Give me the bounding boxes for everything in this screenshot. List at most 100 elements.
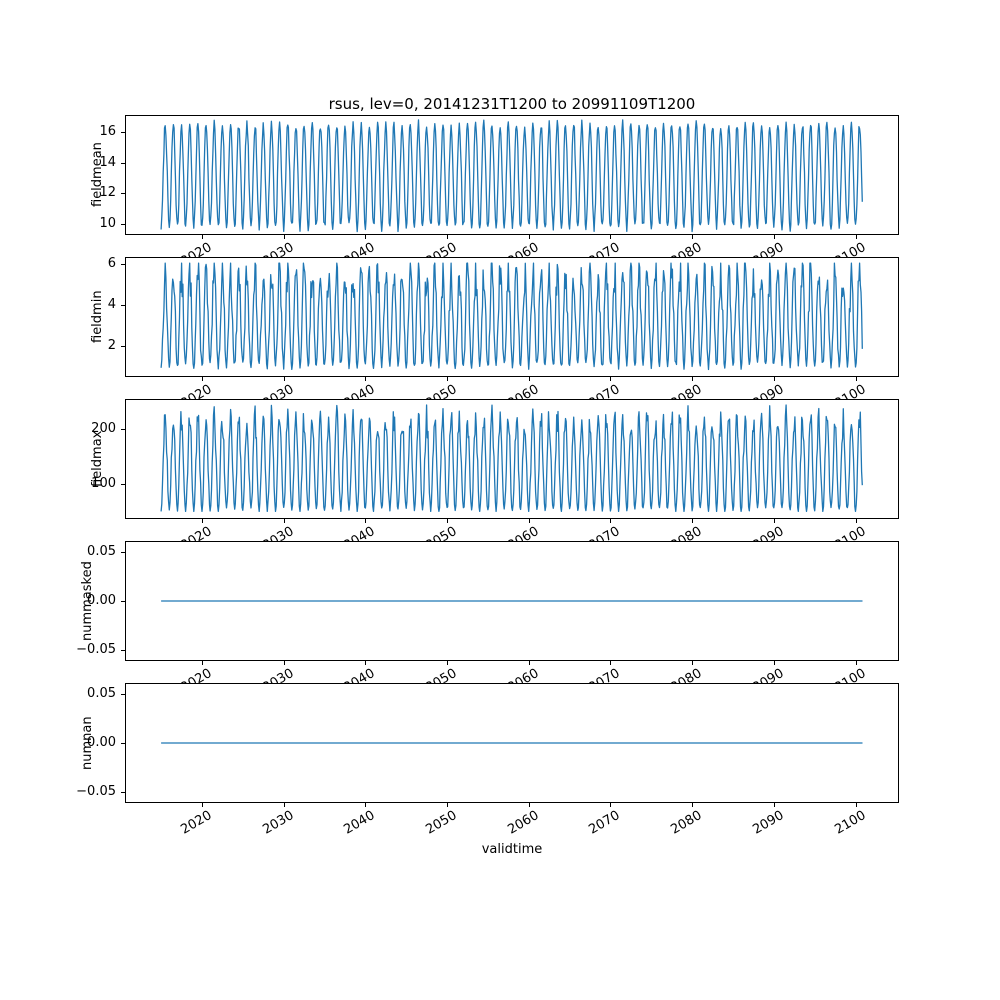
x-tick-mark <box>855 519 857 523</box>
y-tick-mark <box>121 193 125 195</box>
x-tick-mark <box>365 519 367 523</box>
axis-ticks: 0.05 0.00 −0.05 2020 2030 2040 2050 2060 2070 208… <box>0 683 1000 853</box>
y-tick-mark <box>121 483 125 485</box>
x-tick-mark <box>201 803 203 807</box>
y-tick-mark <box>121 792 125 794</box>
y-tick-label: 16 <box>99 124 116 140</box>
x-tick-mark <box>692 519 694 523</box>
x-tick-label: 2100 <box>831 808 869 838</box>
x-tick-mark <box>201 377 203 381</box>
x-tick-mark <box>528 235 530 239</box>
x-tick-mark <box>447 235 449 239</box>
subplot-fieldmax: fieldmax 100 200 2020 2030 2040 2050 2060 2070 2… <box>0 399 1000 554</box>
x-tick-mark <box>365 803 367 807</box>
x-tick-mark <box>773 377 775 381</box>
series-line <box>160 262 863 371</box>
y-tick-mark <box>121 428 125 430</box>
x-tick-mark <box>201 661 203 665</box>
x-tick-mark <box>773 803 775 807</box>
x-tick-mark <box>610 235 612 239</box>
x-tick-mark <box>447 803 449 807</box>
x-tick-mark <box>283 519 285 523</box>
x-tick-mark <box>610 377 612 381</box>
plot-area <box>125 257 899 377</box>
x-tick-mark <box>610 803 612 807</box>
x-tick-mark <box>692 377 694 381</box>
x-tick-mark <box>528 377 530 381</box>
y-tick-mark <box>121 162 125 164</box>
plot-area <box>125 541 899 661</box>
subplot-numnan: numnan 0.05 0.00 −0.05 2020 2030 2040 2050 2060… <box>0 683 1000 838</box>
plot-area <box>125 399 899 519</box>
y-tick-label: 14 <box>99 154 116 170</box>
y-tick-label: 100 <box>91 475 116 491</box>
y-tick-mark <box>121 551 125 553</box>
y-tick-mark <box>121 743 125 744</box>
x-tick-label: 2090 <box>750 808 787 838</box>
y-tick-mark <box>121 305 125 307</box>
y-tick-label: 6 <box>107 256 116 272</box>
x-tick-mark <box>365 235 367 239</box>
y-tick-label: 0.05 <box>87 685 116 701</box>
series-line <box>161 600 863 602</box>
x-tick-label: 2070 <box>586 808 623 838</box>
axis-ticks: 10 12 14 16 2020 2030 2040 2050 2060 2070 2080 2090… <box>0 115 1000 285</box>
x-tick-mark <box>365 661 367 665</box>
y-tick-mark <box>121 132 125 134</box>
y-tick-label: 10 <box>99 216 116 232</box>
x-tick-mark <box>528 803 530 807</box>
y-tick-label: 0.00 <box>87 735 116 750</box>
x-tick-mark <box>773 661 775 665</box>
x-tick-label: 2060 <box>505 808 542 838</box>
x-tick-label: 2030 <box>259 808 297 838</box>
figure-title: rsus, lev=0, 20141231T1200 to 20991109T1… <box>328 95 696 113</box>
x-tick-mark <box>855 803 857 807</box>
x-tick-mark <box>283 661 285 665</box>
y-tick-mark <box>121 693 125 695</box>
subplot-fieldmin: fieldmin 2 4 6 2020 2030 2040 2050 2060 2070 2080… <box>0 256 1000 412</box>
axis-ticks: 0.05 0.00 −0.05 2020 2030 2040 2050 2060 2070 208… <box>0 541 1000 711</box>
subplot-fieldmean: fieldmean 10 12 14 16 2020 2030 2040 2050 2060 20… <box>0 115 1000 270</box>
x-tick-mark <box>610 661 612 665</box>
x-tick-mark <box>447 519 449 523</box>
series-line <box>161 742 863 744</box>
y-tick-mark <box>121 346 125 348</box>
x-tick-mark <box>855 377 857 381</box>
x-tick-mark <box>773 235 775 239</box>
axis-ticks: 100 200 2020 2030 2040 2050 2060 2070 2080 2090 21… <box>0 399 1000 569</box>
x-tick-mark <box>855 661 857 665</box>
y-tick-label: 200 <box>91 420 116 436</box>
x-tick-mark <box>610 519 612 523</box>
x-tick-mark <box>773 519 775 523</box>
x-tick-mark <box>692 661 694 665</box>
series-line <box>160 119 863 233</box>
x-tick-label: 2080 <box>668 808 705 838</box>
y-tick-mark <box>121 601 125 602</box>
x-tick-label: 2050 <box>423 808 460 838</box>
y-tick-mark <box>121 224 125 226</box>
x-tick-label: 2020 <box>178 808 215 838</box>
x-tick-mark <box>855 235 857 239</box>
x-tick-mark <box>528 661 530 665</box>
x-tick-mark <box>447 377 449 381</box>
y-tick-label: −0.05 <box>76 642 116 658</box>
plot-area <box>125 115 899 235</box>
y-tick-label: 2 <box>107 338 116 354</box>
x-tick-mark <box>447 661 449 665</box>
plot-area <box>125 683 899 803</box>
y-tick-mark <box>121 264 125 266</box>
x-tick-mark <box>201 235 203 239</box>
axis-ticks: 2 4 6 2020 2030 2040 2050 2060 2070 2080 2090 2100 <box>0 256 1000 427</box>
x-tick-mark <box>528 519 530 523</box>
x-tick-mark <box>692 803 694 807</box>
x-tick-mark <box>692 235 694 239</box>
y-tick-label: 0.05 <box>87 543 116 559</box>
x-tick-mark <box>201 519 203 523</box>
series-line <box>160 404 863 513</box>
y-tick-label: 0.00 <box>87 593 116 608</box>
x-tick-mark <box>283 377 285 381</box>
y-tick-mark <box>121 650 125 652</box>
x-axis-label: validtime <box>481 842 543 857</box>
y-tick-label: 12 <box>99 185 116 201</box>
